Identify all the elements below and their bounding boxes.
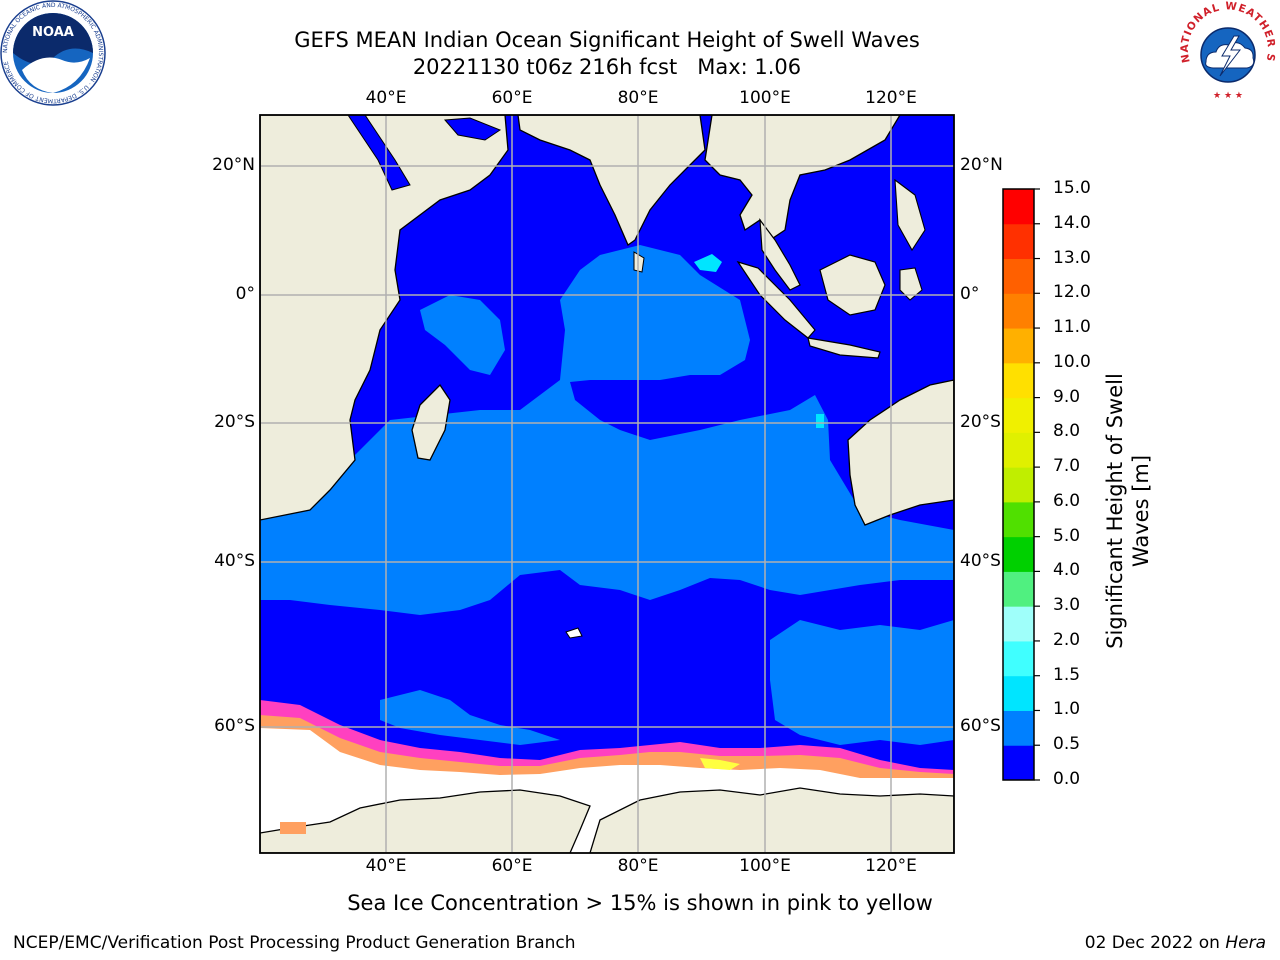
- sri-lanka-land: [633, 251, 645, 273]
- colorbar-swatch: [1003, 675, 1034, 711]
- colorbar-swatch: [1003, 710, 1034, 746]
- swell-patch-east: [730, 520, 830, 560]
- lon-label-top: 120°E: [865, 88, 917, 108]
- colorbar-tick-label: 0.5: [1053, 734, 1081, 755]
- colorbar-swatch: [1003, 501, 1034, 538]
- nws-stars-icon: ★ ★ ★: [1213, 91, 1243, 101]
- africa-arabia-land: [260, 115, 509, 521]
- swell-band-0.5-1.0: [260, 245, 954, 615]
- colorbar-tick-label: 3.0: [1053, 595, 1081, 616]
- lon-label-bottom: 120°E: [865, 856, 917, 876]
- swell-1.0-1.5-spot: [694, 254, 722, 272]
- java-land: [807, 337, 881, 359]
- swell-band-south-east: [770, 620, 954, 745]
- colorbar-swatch: [1003, 362, 1034, 399]
- colorbar-tick-label: 11.0: [1053, 317, 1091, 338]
- chart-title-line1: GEFS MEAN Indian Ocean Significant Heigh…: [294, 28, 920, 52]
- lon-label-bottom: 100°E: [739, 856, 791, 876]
- antarctica-land: [260, 789, 591, 853]
- footer-credit: NCEP/EMC/Verification Post Processing Pr…: [13, 933, 576, 953]
- colorbar-swatch: [1003, 606, 1034, 642]
- colorbar-tick-label: 5.0: [1053, 525, 1081, 546]
- colorbar-tick-label: 7.0: [1053, 456, 1081, 477]
- colorbar-tick-label: 13.0: [1053, 247, 1091, 268]
- colorbar-tick-label: 6.0: [1053, 490, 1081, 511]
- lat-label-left: 60°S: [214, 716, 255, 736]
- colorbar-swatch: [1003, 467, 1034, 503]
- colorbar-swatch: [1003, 536, 1034, 572]
- colorbar-swatch: [1003, 640, 1034, 677]
- footer-host: Hera: [1225, 933, 1266, 953]
- colorbar-tick-label: 10.0: [1053, 351, 1091, 372]
- colorbar-swatch: [1003, 258, 1034, 294]
- lon-label-bottom: 60°E: [491, 856, 533, 876]
- lat-label-left: 20°S: [214, 412, 255, 432]
- footer-date-text: 02 Dec 2022 on: [1084, 933, 1226, 953]
- graticule: [260, 115, 954, 853]
- sea-ice-caption: Sea Ice Concentration > 15% is shown in …: [347, 891, 933, 915]
- colorbar-swatch: [1003, 397, 1034, 433]
- colorbar-swatch: [1003, 745, 1034, 781]
- lat-label-right: 40°S: [960, 551, 1001, 571]
- lon-label-top: 100°E: [739, 88, 791, 108]
- sumatra-land: [736, 260, 816, 339]
- colorbar-label: Significant Height of Swell Waves [m]: [1103, 373, 1153, 649]
- colorbar-tick-label: 1.0: [1053, 699, 1081, 720]
- noaa-logo: NATIONAL OCEANIC AND ATMOSPHERIC ADMINIS…: [0, 0, 106, 106]
- colorbar-tick-label: 8.0: [1053, 421, 1081, 442]
- borneo-land: [819, 254, 886, 316]
- colorbar-tick-label: 9.0: [1053, 386, 1081, 407]
- lat-label-right: 20°N: [960, 155, 1003, 175]
- australia-land: [847, 379, 954, 526]
- lon-label-top: 80°E: [617, 88, 659, 108]
- colorbar-swatch: [1003, 189, 1034, 225]
- lat-label-left: 0°: [235, 284, 255, 304]
- philippines-land: [894, 178, 926, 252]
- persian-gulf: [443, 117, 502, 141]
- colorbar-tick-label: 1.5: [1053, 664, 1081, 685]
- lat-label-right: 20°S: [960, 412, 1001, 432]
- india-land: [517, 115, 706, 246]
- colorbar-swatch: [1003, 328, 1034, 364]
- lon-label-top: 60°E: [491, 88, 533, 108]
- colorbar-tick-label: 0.0: [1053, 769, 1081, 789]
- sea-ice-patch: [280, 822, 306, 834]
- colorbar-tick-label: 12.0: [1053, 282, 1091, 303]
- red-sea: [347, 115, 411, 191]
- lat-label-left: 20°N: [212, 155, 255, 175]
- lat-label-right: 60°S: [960, 716, 1001, 736]
- colorbar-frame: [1002, 188, 1035, 781]
- swell-band-south-west: [380, 690, 560, 745]
- colorbar-swatch: [1003, 432, 1034, 468]
- footer-date: 02 Dec 2022 on Hera: [1085, 933, 1266, 953]
- malay-peninsula-land: [759, 218, 801, 291]
- colorbar-tick-label: 2.0: [1053, 629, 1081, 650]
- colorbar-tick-label: 14.0: [1053, 212, 1091, 233]
- noaa-logo-text: NOAA: [32, 25, 74, 40]
- colorbar-swatch: [1003, 571, 1034, 607]
- colorbar-swatch: [1003, 293, 1034, 329]
- colorbar-swatch: [1003, 223, 1034, 260]
- map-frame: [259, 114, 955, 854]
- lon-label-bottom: 40°E: [365, 856, 407, 876]
- lat-label-left: 40°S: [214, 551, 255, 571]
- colorbar-tick-label: 15.0: [1053, 178, 1091, 198]
- lon-label-bottom: 80°E: [617, 856, 659, 876]
- swell-1.0-1.5-spot: [816, 414, 824, 428]
- antarctica-land: [589, 787, 954, 853]
- lat-label-right: 0°: [960, 284, 980, 304]
- colorbar: [1003, 188, 1040, 781]
- lon-label-top: 40°E: [365, 88, 407, 108]
- chart-title-line2: 20221130 t06z 216h fcst Max: 1.06: [412, 55, 802, 79]
- colorbar-tick-label: 4.0: [1053, 560, 1081, 581]
- nws-logo: NATIONAL WEATHER SERVICE ★ ★ ★: [1176, 0, 1278, 102]
- kerguelen-island: [565, 627, 583, 639]
- swell-patch-arabian: [420, 295, 505, 375]
- sea-ice-high: [700, 758, 740, 770]
